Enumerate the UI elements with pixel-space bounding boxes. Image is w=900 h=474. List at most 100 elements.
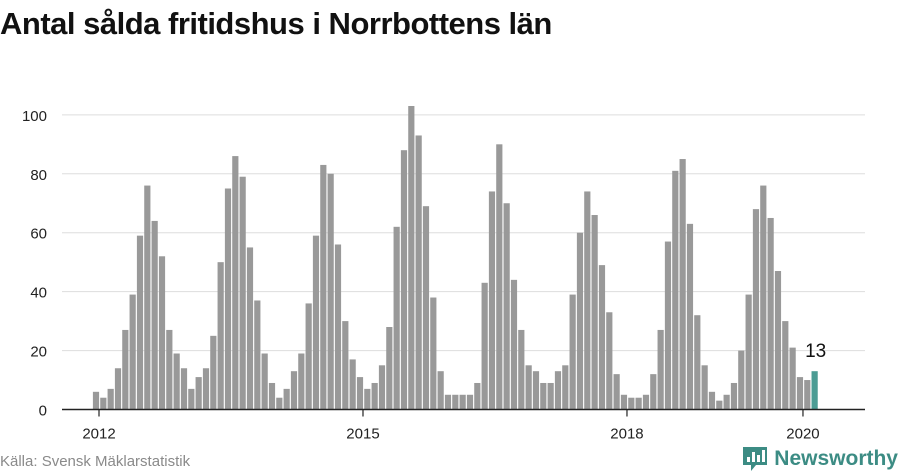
bar [378, 365, 386, 410]
bar [708, 391, 716, 410]
bar [276, 397, 283, 410]
bar [547, 382, 554, 410]
bar [657, 329, 664, 410]
bar [305, 303, 312, 410]
bar [136, 235, 144, 410]
bar [261, 353, 268, 410]
bar [694, 315, 701, 410]
bar-highlight [811, 371, 818, 410]
y-tick-label: 20 [30, 344, 47, 361]
bars: 13 [92, 106, 826, 410]
bar [400, 150, 408, 410]
bar [107, 388, 114, 410]
y-tick-label: 40 [30, 285, 47, 302]
bar [246, 247, 254, 410]
x-axis: 2012 2015 2018 2020 [62, 408, 865, 443]
bar [642, 394, 650, 410]
bar [166, 329, 173, 410]
bar [503, 203, 510, 410]
y-tick-label: 80 [30, 167, 47, 184]
brand-name: Newsworthy [774, 447, 898, 470]
bar [342, 321, 349, 410]
bar [591, 215, 598, 410]
bar [760, 185, 767, 410]
bar [782, 321, 789, 410]
highlight-value-label: 13 [805, 341, 826, 362]
bar [239, 176, 246, 410]
brand-logo[interactable]: Newsworthy [742, 446, 898, 472]
bar [371, 382, 378, 410]
x-tick-label: 2012 [82, 426, 115, 443]
bar [195, 377, 202, 410]
bar [349, 359, 356, 410]
bar [518, 329, 525, 410]
bar [738, 350, 745, 410]
bar [628, 397, 635, 410]
bar [180, 368, 188, 410]
bar [210, 335, 217, 410]
bar [312, 235, 320, 410]
bar [767, 217, 774, 410]
bar [510, 279, 518, 410]
bar [635, 397, 642, 410]
bar [320, 164, 327, 410]
bar [488, 191, 496, 410]
bar [364, 388, 371, 410]
x-tick-label: 2020 [786, 426, 819, 443]
x-tick-label: 2018 [610, 426, 643, 443]
bar [474, 382, 481, 410]
bar [437, 371, 444, 410]
bar [606, 312, 613, 410]
bar [679, 159, 686, 410]
bar [283, 388, 290, 410]
bar [672, 170, 679, 410]
bar [723, 394, 730, 410]
bar [415, 135, 422, 410]
bar [422, 206, 430, 410]
bar [173, 353, 180, 410]
bar [268, 382, 276, 410]
bar [327, 173, 334, 410]
bar [254, 300, 261, 410]
gridlines [62, 114, 865, 352]
bar [562, 365, 569, 410]
bar [202, 368, 210, 410]
bar [525, 365, 532, 410]
bar [796, 377, 804, 410]
source-label: Källa: Svensk Mäklarstatistik [0, 453, 191, 470]
bar [716, 400, 723, 410]
bar [664, 241, 672, 410]
bar [532, 371, 540, 410]
y-tick-label: 0 [39, 403, 47, 420]
bar [481, 282, 488, 410]
bar [356, 377, 364, 410]
bar [217, 262, 224, 410]
bar [122, 329, 129, 410]
bar [620, 394, 628, 410]
newsworthy-logo-icon [743, 447, 768, 471]
bar [144, 185, 151, 410]
bar [650, 374, 657, 410]
bar [804, 380, 811, 410]
bar [408, 106, 415, 410]
bar [459, 394, 466, 410]
bar [452, 394, 459, 410]
bar [752, 209, 760, 410]
bar [386, 327, 393, 410]
bar [129, 294, 136, 410]
bar [540, 382, 547, 410]
bar [100, 397, 107, 410]
bar [730, 382, 738, 410]
bar [598, 265, 606, 410]
bar [613, 374, 620, 410]
bar [92, 391, 100, 410]
bar [158, 256, 166, 410]
bar [298, 353, 305, 410]
bar [576, 232, 584, 410]
bar [114, 368, 122, 410]
bar [224, 188, 232, 410]
bar [393, 226, 400, 410]
bar [444, 394, 452, 410]
bar [554, 371, 562, 410]
